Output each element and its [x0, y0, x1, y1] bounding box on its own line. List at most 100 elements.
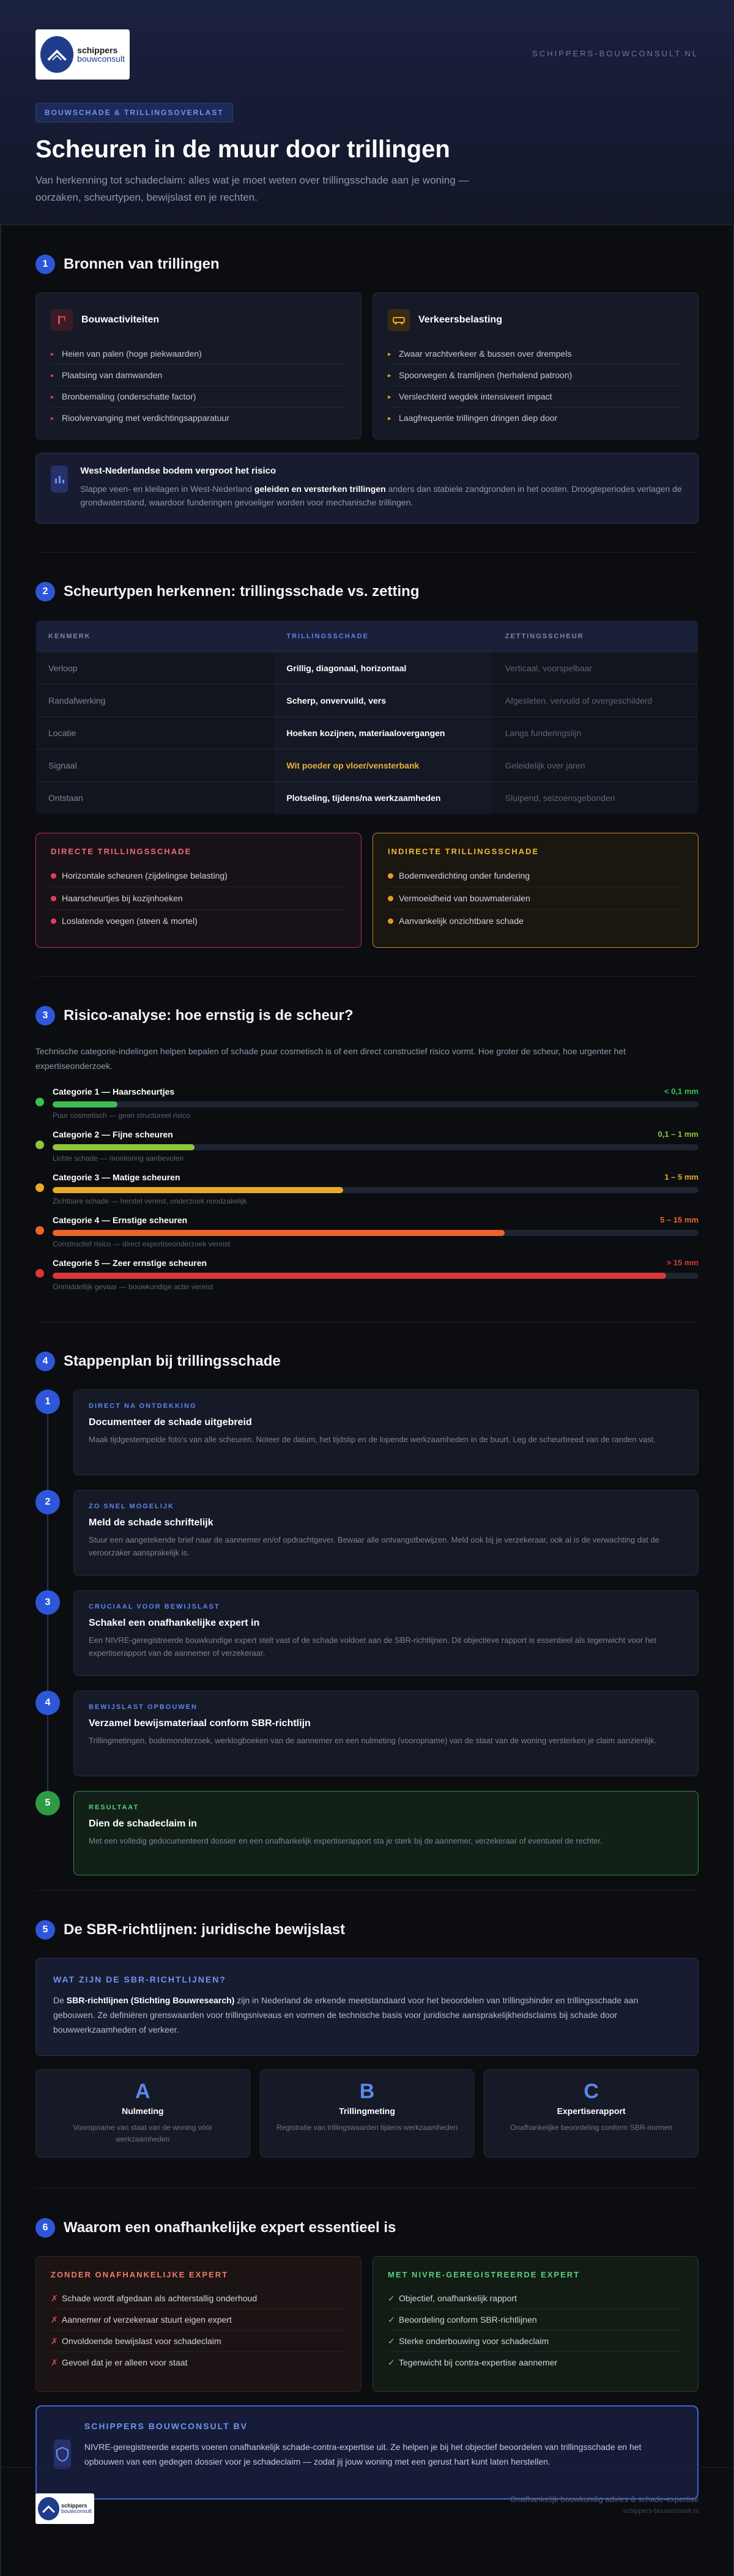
table-header: ZETTINGSSCHEUR [492, 620, 698, 652]
risk-category: Categorie 1 — Haarscheurtjes < 0,1 mm Puur… [35, 1087, 699, 1130]
table-cell: Hoeken kozijnen, materiaalovergangen [274, 717, 493, 750]
list-item: Horizontale scheuren (zijdelingse belast… [51, 865, 346, 887]
bodem-info-box: West-Nederlandse bodem vergroot het risi… [35, 453, 699, 524]
step-number: 3 [35, 1590, 60, 1615]
risk-category: Categorie 3 — Matige scheuren 1 – 5 mm Zic… [35, 1172, 699, 1215]
step-label: DIRECT NA ONTDEKKING [89, 1402, 197, 1410]
severity-dot [35, 1183, 44, 1192]
step-title: Verzamel bewijsmateriaal conform SBR-ric… [89, 1718, 311, 1729]
indirect-damage-card: INDIRECTE TRILLINGSSCHADE Bodemverdichti… [373, 833, 699, 948]
section-divider [35, 976, 699, 977]
list-item: Bronbemaling (onderschatte factor) [51, 386, 346, 408]
severity-fill [53, 1230, 505, 1236]
severity-track [53, 1230, 699, 1236]
list-item: Tegenwicht bij contra-expertise aannemer [388, 2352, 683, 2373]
list-item: Rioolvervanging met verdichtingsapparatu… [51, 408, 346, 428]
step-number: 5 [35, 1791, 60, 1815]
step-title: Documenteer de schade uitgebreid [89, 1417, 252, 1428]
list-item: Gevoel dat je er alleen voor staat [51, 2352, 346, 2373]
card-title: Verkeersbelasting [418, 315, 502, 325]
section-risico: 3 Risico-analyse: hoe ernstig is de sche… [0, 977, 734, 1322]
card-title: Expertiserapport [557, 2106, 626, 2116]
list-item: Aannemer of verzekeraar stuurt eigen exp… [51, 2309, 346, 2331]
category-desc: Constructief risico — direct expertiseon… [53, 1240, 231, 1248]
category-desc: Onmiddellijk gevaar — bouwkundige actie … [53, 1282, 213, 1291]
category-range: 5 – 15 mm [660, 1215, 699, 1224]
table-cell: Langs funderingslijn [492, 717, 698, 750]
list-item: Spoorwegen & tramlijnen (herhalend patro… [388, 365, 683, 386]
box-text: De SBR-richtlijnen (Stichting Bouwresear… [53, 1993, 681, 2037]
section-title: Waarom een onafhankelijke expert essenti… [64, 2219, 396, 2236]
box-text-part: De [53, 1995, 67, 2005]
section-number: 4 [35, 1352, 55, 1371]
card-title: DIRECTE TRILLINGSSCHADE [51, 847, 192, 856]
list-item: Schade wordt afgedaan als achterstallig … [51, 2288, 346, 2309]
step-number: 2 [35, 1490, 60, 1514]
card-desc: Registratie van trillingswaarden tijdens… [276, 2123, 458, 2132]
category-range: > 15 mm [666, 1258, 699, 1267]
table-header: KENMERK [36, 620, 275, 652]
section-number: 3 [35, 1006, 55, 1026]
severity-track [53, 1144, 699, 1150]
table-row: Signaal Wit poeder op vloer/vensterbank Ge… [36, 749, 698, 782]
step-label: RESULTAAT [89, 1804, 139, 1811]
table-row: Locatie Hoeken kozijnen, materiaalovergan… [36, 717, 698, 750]
risk-category: Categorie 4 — Ernstige scheuren 5 – 15 mm… [35, 1215, 699, 1258]
topic-tag: BOUWSCHADE & TRILLINGSOVERLAST [35, 103, 233, 122]
step-card: ZO SNEL MOGELIJK Meld de schade schriftel… [73, 1490, 699, 1576]
sbr-card-nulmeting: A Nulmeting Vooropname van staat van de wo… [35, 2069, 250, 2157]
info-text: Slappe veen- en kleilagen in West-Nederl… [80, 482, 683, 509]
section-number: 6 [35, 2218, 55, 2238]
info-text-bold: geleiden en versterken trillingen [254, 484, 386, 494]
site-domain[interactable]: SCHIPPERS-BOUWCONSULT.NL [532, 49, 699, 58]
table-cell: Afgesleten, vervuild of overgeschilderd [492, 684, 698, 717]
section-number: 5 [35, 1920, 55, 1940]
table-cell: Grillig, diagonaal, horizontaal [274, 652, 493, 685]
table-row: Verloop Grillig, diagonaal, horizontaal Ve… [36, 652, 698, 685]
list-item: Beoordeling conform SBR-richtlijnen [388, 2309, 683, 2331]
step-card: CRUCIAAL VOOR BEWIJSLAST Schakel een onaf… [73, 1590, 699, 1676]
box-text-part: zijn in Nederland de erkende meetstandaa… [53, 1995, 639, 2034]
cta-text: NIVRE-geregistreerde experts voeren onaf… [84, 2442, 642, 2466]
info-title: West-Nederlandse bodem vergroot het risi… [80, 466, 276, 476]
section-sbr: 5 De SBR-richtlijnen: juridische bewijsl… [0, 1891, 734, 2189]
list-item: Bodemverdichting onder fundering [388, 865, 683, 887]
severity-fill [53, 1187, 344, 1193]
severity-fill [53, 1101, 117, 1107]
category-name: Categorie 5 — Zeer ernstige scheuren [53, 1258, 207, 1268]
list-item: Zwaar vrachtverkeer & bussen over drempe… [388, 343, 683, 365]
page-title: Scheuren in de muur door trillingen [35, 136, 450, 163]
section-title: Scheurtypen herkennen: trillingsschade v… [64, 583, 420, 600]
card-title: ZONDER ONAFHANKELIJKE EXPERT [51, 2270, 229, 2279]
footer-logo[interactable]: schippers bouwconsult [35, 2493, 94, 2524]
logo-house-icon [38, 2497, 59, 2520]
step-number: 1 [35, 1390, 60, 1414]
section-title: Risico-analyse: hoe ernstig is de scheur… [64, 1007, 354, 1024]
table-cell: Sluipend, seizoensgebonden [492, 781, 698, 814]
step-card: RESULTAAT Dien de schadeclaim in Met een v… [73, 1791, 699, 1875]
footer-url[interactable]: schippers-bouwconsult.nl [623, 2507, 699, 2515]
soil-layers-icon [51, 466, 69, 493]
severity-track [53, 1187, 699, 1193]
without-expert-card: ZONDER ONAFHANKELIJKE EXPERT Schade word… [35, 2256, 361, 2392]
list-item: Verslechterd wegdek intensiveert impact [388, 386, 683, 408]
card-title: INDIRECTE TRILLINGSSCHADE [388, 847, 539, 856]
severity-dot [35, 1141, 44, 1149]
sbr-card-trillingmeting: B Trillingmeting Registratie van trillings… [259, 2069, 475, 2157]
card-desc: Onafhankelijke beoordeling conform SBR-n… [510, 2123, 673, 2132]
table-cell: Ontstaan [36, 781, 275, 814]
logo-name: schippers [77, 45, 118, 55]
severity-dot [35, 1226, 44, 1235]
card-title: Bouwactiviteiten [81, 315, 160, 325]
category-range: 1 – 5 mm [664, 1172, 699, 1182]
footer-tagline: Onafhankelijk bouwkundig advies & schade… [510, 2495, 699, 2504]
step-desc: Met een volledig gedocumenteerd dossier … [89, 1836, 602, 1845]
company-logo[interactable]: schippers bouwconsult [35, 29, 130, 80]
step-label: BEWIJSLAST OPBOUWEN [89, 1703, 198, 1711]
box-text-bold: SBR-richtlijnen (Stichting Bouwresearch) [66, 1995, 235, 2005]
company-cta-box[interactable]: SCHIPPERS BOUWCONSULT BV NIVRE-geregistr… [35, 2405, 699, 2500]
page-footer: schippers bouwconsult Onafhankelijk bouw… [0, 2467, 734, 2576]
step-item: 1 DIRECT NA ONTDEKKING Documenteer de scha… [35, 1390, 699, 1475]
list-item: Objectief, onafhankelijk rapport [388, 2288, 683, 2309]
section-lead: Technische categorie-indelingen helpen b… [35, 1046, 626, 1071]
